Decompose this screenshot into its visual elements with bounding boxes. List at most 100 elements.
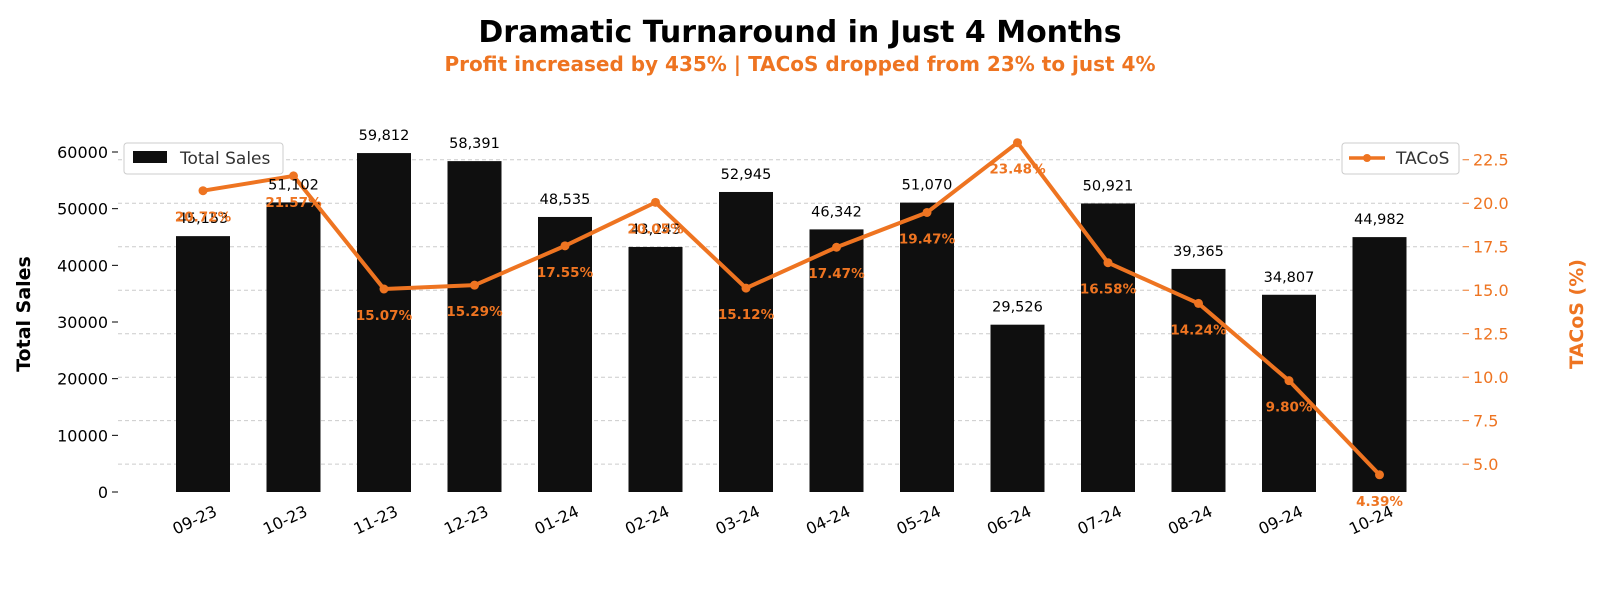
y-tick-label: 10000 [57, 426, 108, 445]
y-axis-label-left: Total Sales [13, 256, 35, 372]
y2-tick-label: 22.5 [1473, 151, 1509, 170]
bar-value-label: 34,807 [1264, 270, 1315, 286]
tacos-point [651, 197, 660, 207]
x-tick-label: 09-23 [170, 502, 220, 539]
bar-value-label: 45,153 [178, 211, 229, 227]
bar [447, 161, 502, 492]
tacos-point [198, 186, 208, 196]
legend-label: Total Sales [179, 149, 270, 169]
tacos-value-label: 20.72% [175, 210, 232, 226]
tacos-value-label: 21.57% [265, 195, 322, 211]
bar-value-label: 58,391 [449, 136, 500, 152]
bar-value-label: 50,921 [1083, 178, 1134, 194]
tacos-value-label: 19.47% [899, 231, 956, 247]
bar-value-label: 39,365 [1173, 244, 1224, 260]
tacos-point [379, 284, 389, 294]
x-tick-label: 01-24 [532, 502, 582, 539]
tacos-value-label: 23.48% [989, 162, 1046, 178]
tacos-point [741, 283, 751, 293]
bar-value-label: 51,102 [268, 177, 319, 193]
tacos-value-label: 14.24% [1170, 322, 1227, 338]
legend-tacos: TACoS [1341, 142, 1460, 175]
x-tick-label: 12-23 [441, 502, 491, 539]
y-tick-label: 30000 [57, 313, 108, 332]
y-tick-label: 0 [98, 483, 108, 502]
bar-value-label: 43,243 [630, 222, 681, 238]
y2-tick-label: 5.0 [1473, 455, 1498, 474]
x-tick-label: 09-24 [1256, 502, 1306, 539]
y-tick-label: 20000 [57, 370, 108, 389]
y2-tick-label: 7.5 [1473, 412, 1498, 431]
tacos-point [1103, 258, 1113, 268]
tacos-point [922, 207, 932, 217]
x-tick-label: 03-24 [713, 502, 763, 539]
y2-tick-label: 17.5 [1473, 238, 1509, 257]
y-tick-label: 60000 [57, 143, 108, 162]
tacos-point [1375, 470, 1384, 480]
legend-label: TACoS [1395, 149, 1449, 169]
bar [628, 246, 683, 492]
gridlines [118, 159, 1463, 465]
x-tick-label: 11-23 [351, 502, 401, 539]
tacos-point [1013, 138, 1022, 148]
tacos-point [1284, 376, 1294, 386]
tacos-value-label: 17.47% [808, 266, 865, 282]
tacos-value-label: 4.39% [1356, 494, 1403, 510]
bar [1081, 203, 1135, 492]
tacos-point [560, 241, 570, 251]
tacos-point [289, 171, 298, 181]
tacos-value-label: 16.58% [1080, 282, 1137, 298]
y2-tick-label: 12.5 [1473, 325, 1509, 344]
x-tick-label: 05-24 [894, 502, 944, 539]
bar [900, 202, 954, 492]
sales-bars [176, 153, 1407, 493]
y-axis-label-right: TACoS (%) [1566, 259, 1588, 369]
bar-value-label: 59,812 [359, 128, 410, 144]
tacos-point [832, 242, 841, 252]
tacos-value-label: 9.80% [1266, 400, 1313, 416]
tacos-line-path [201, 140, 1382, 477]
x-tick-label: 08-24 [1165, 502, 1215, 539]
bar-value-label: 51,070 [902, 178, 953, 194]
bar-value-label: 46,342 [811, 204, 862, 220]
data-labels: 45,153 51,102 59,812 58,391 48,535 43,243 52,9… [175, 128, 1405, 510]
legend-frame [123, 142, 284, 175]
legend-total-sales: Total Sales [123, 142, 284, 175]
bar-value-label: 44,982 [1354, 212, 1405, 228]
tacos-point [470, 280, 479, 290]
bar [809, 229, 864, 493]
bar [990, 324, 1045, 492]
chart-subtitle: Profit increased by 435% | TACoS dropped… [445, 52, 1156, 76]
x-tick-label: 10-23 [260, 502, 310, 539]
y2-tick-label: 20.0 [1473, 194, 1509, 213]
bar [1262, 294, 1316, 492]
bar [538, 216, 592, 493]
bar [1352, 237, 1407, 492]
tacos-value-label: 15.12% [718, 307, 775, 323]
bar [719, 191, 773, 492]
legend-frame [1341, 142, 1460, 175]
tacos-line [198, 138, 1384, 480]
bar-value-label: 48,535 [540, 192, 591, 208]
x-tick-label: 07-24 [1075, 502, 1125, 539]
chart-title: Dramatic Turnaround in Just 4 Months [478, 15, 1121, 50]
bar-value-label: 52,945 [721, 167, 772, 183]
bar [266, 202, 321, 492]
x-tick-label: 04-24 [803, 502, 853, 539]
tacos-value-label: 15.07% [356, 308, 413, 324]
tacos-value-label: 20.05% [627, 221, 684, 237]
y-tick-label: 50000 [57, 200, 108, 219]
bar-value-label: 29,526 [992, 300, 1043, 316]
y2-tick-label: 10.0 [1473, 368, 1509, 387]
x-tick-label: 06-24 [984, 502, 1034, 539]
tacos-value-label: 17.55% [537, 265, 594, 281]
bar [176, 236, 230, 492]
legend-marker [1363, 154, 1371, 162]
y-tick-label: 40000 [57, 256, 108, 275]
bar [357, 153, 411, 492]
y2-tick-label: 15.0 [1473, 281, 1509, 300]
tacos-point [1194, 298, 1203, 308]
legend-swatch [133, 151, 167, 163]
